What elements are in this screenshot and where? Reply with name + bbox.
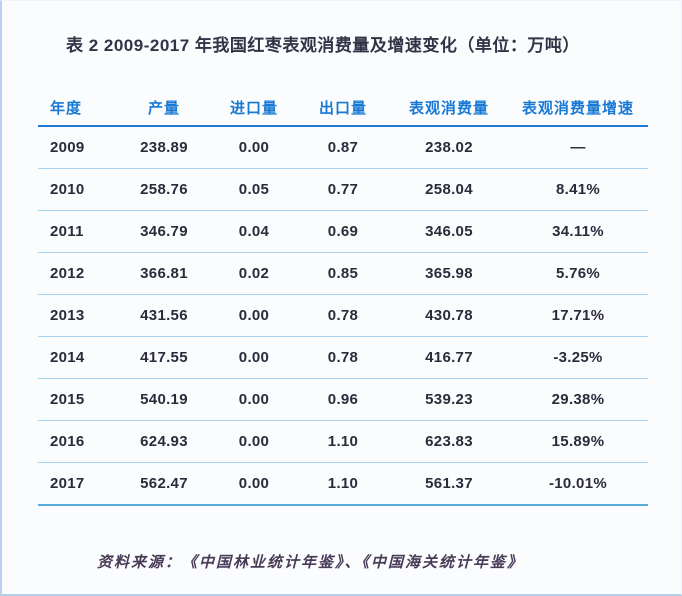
table-cell: 0.00 <box>212 294 296 337</box>
header-row: 年度 产量 进口量 出口量 表观消费量 表观消费量增速 <box>38 89 648 127</box>
table-cell: 365.98 <box>390 252 508 295</box>
table-cell: 0.96 <box>296 378 390 421</box>
table-cell: -10.01% <box>508 462 648 506</box>
table-row: 2010 258.76 0.05 0.77 258.04 8.41% <box>38 168 648 211</box>
table-cell: 2017 <box>38 462 116 506</box>
table-cell: 431.56 <box>116 294 212 337</box>
table-cell: — <box>508 126 648 169</box>
table-cell: 346.05 <box>390 210 508 253</box>
table-cell: 417.55 <box>116 336 212 379</box>
table-cell: 0.00 <box>212 126 296 169</box>
table-cell: 0.02 <box>212 252 296 295</box>
table-cell: 2012 <box>38 252 116 295</box>
consumption-table: 年度 产量 进口量 出口量 表观消费量 表观消费量增速 2009 238.89 0.00 0.8… <box>38 89 648 506</box>
table-row: 2016 624.93 0.00 1.10 623.83 15.89% <box>38 420 648 463</box>
table-cell: 2014 <box>38 336 116 379</box>
table-cell: 5.76% <box>508 252 648 295</box>
table-cell: 539.23 <box>390 378 508 421</box>
table-cell: -3.25% <box>508 336 648 379</box>
table-cell: 238.02 <box>390 126 508 169</box>
table-cell: 416.77 <box>390 336 508 379</box>
table-cell: 0.85 <box>296 252 390 295</box>
table-cell: 430.78 <box>390 294 508 337</box>
table-cell: 1.10 <box>296 420 390 463</box>
table-row: 2011 346.79 0.04 0.69 346.05 34.11% <box>38 210 648 253</box>
table-cell: 2010 <box>38 168 116 211</box>
table-cell: 29.38% <box>508 378 648 421</box>
table-body: 2009 238.89 0.00 0.87 238.02—2010 258.76 0.05 0… <box>38 126 648 506</box>
table-cell: 0.05 <box>212 168 296 211</box>
table-row: 2014 417.55 0.00 0.78 416.77 -3.25% <box>38 336 648 379</box>
table-cell: 0.00 <box>212 420 296 463</box>
column-header: 出口量 <box>296 89 390 127</box>
table-row: 2015 540.19 0.00 0.96 539.23 29.38% <box>38 378 648 421</box>
table-title: 表 2 2009-2017 年我国红枣表观消费量及增速变化（单位：万吨） <box>66 36 580 55</box>
table-cell: 0.87 <box>296 126 390 169</box>
table-cell: 623.83 <box>390 420 508 463</box>
column-header: 进口量 <box>212 89 296 127</box>
table-cell: 0.78 <box>296 336 390 379</box>
table-cell: 34.11% <box>508 210 648 253</box>
table-cell: 0.78 <box>296 294 390 337</box>
table-cell: 2015 <box>38 378 116 421</box>
table-cell: 540.19 <box>116 378 212 421</box>
data-source-note: 资料来源：《中国林业统计年鉴》、《中国海关统计年鉴》 <box>97 553 525 571</box>
table-cell: 8.41% <box>508 168 648 211</box>
table-cell: 0.04 <box>212 210 296 253</box>
table-cell: 0.77 <box>296 168 390 211</box>
column-header: 年度 <box>38 89 116 127</box>
table-cell: 561.37 <box>390 462 508 506</box>
table-cell: 15.89% <box>508 420 648 463</box>
table-cell: 0.69 <box>296 210 390 253</box>
table-cell: 2016 <box>38 420 116 463</box>
column-header: 表观消费量 <box>390 89 508 127</box>
table-row: 2013 431.56 0.00 0.78 430.78 17.71% <box>38 294 648 337</box>
table-cell: 624.93 <box>116 420 212 463</box>
table-cell: 258.76 <box>116 168 212 211</box>
table-cell: 238.89 <box>116 126 212 169</box>
table-cell: 1.10 <box>296 462 390 506</box>
table-cell: 2011 <box>38 210 116 253</box>
column-header: 产量 <box>116 89 212 127</box>
table-cell: 17.71% <box>508 294 648 337</box>
table-cell: 346.79 <box>116 210 212 253</box>
table-cell: 2013 <box>38 294 116 337</box>
table-cell: 0.00 <box>212 336 296 379</box>
table-cell: 0.00 <box>212 462 296 506</box>
table-cell: 366.81 <box>116 252 212 295</box>
table-cell: 0.00 <box>212 378 296 421</box>
column-header: 表观消费量增速 <box>508 89 648 127</box>
table-cell: 562.47 <box>116 462 212 506</box>
table-cell: 258.04 <box>390 168 508 211</box>
table-row: 2012 366.81 0.02 0.85 365.98 5.76% <box>38 252 648 295</box>
table-row: 2017 562.47 0.00 1.10 561.37 -10.01% <box>38 462 648 506</box>
table-row: 2009 238.89 0.00 0.87 238.02— <box>38 126 648 169</box>
table-cell: 2009 <box>38 126 116 169</box>
